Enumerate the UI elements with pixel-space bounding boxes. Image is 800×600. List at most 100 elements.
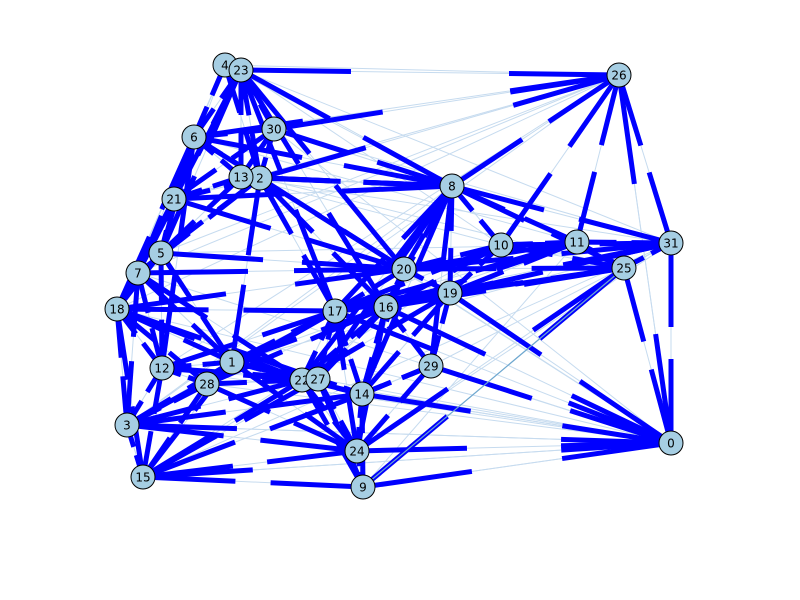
edge-stub-21-20 bbox=[173, 196, 272, 231]
edge-stub-10-26 bbox=[498, 172, 553, 247]
node-label: 11 bbox=[569, 236, 584, 250]
edge-stub-15-14 bbox=[142, 439, 236, 480]
edge-stub-26-0 bbox=[616, 74, 637, 185]
node-circle bbox=[125, 260, 151, 286]
node-26: 26 bbox=[606, 62, 632, 88]
node-label: 28 bbox=[199, 378, 214, 392]
node-label: 30 bbox=[266, 123, 281, 137]
node-label: 25 bbox=[616, 262, 631, 276]
edge-stub-8-14 bbox=[411, 185, 455, 275]
edge-stub-8-31 bbox=[451, 183, 545, 213]
edge-stub-24-0 bbox=[356, 445, 468, 454]
edge-stub-20-18 bbox=[294, 266, 405, 287]
node-18: 18 bbox=[104, 296, 130, 322]
edge-stub-14-15 bbox=[269, 391, 363, 432]
node-label: 0 bbox=[667, 437, 675, 451]
node-circle bbox=[564, 229, 590, 255]
node-circle bbox=[261, 116, 287, 142]
edge-stub-26-23 bbox=[508, 71, 620, 78]
node-circle bbox=[228, 57, 254, 83]
node-17: 17 bbox=[322, 298, 348, 324]
node-label: 27 bbox=[310, 373, 325, 387]
edge-stub-7-20 bbox=[137, 268, 249, 276]
edge-stub-8-25 bbox=[450, 183, 526, 223]
edge-stub-9-15 bbox=[270, 480, 364, 490]
node-circle bbox=[322, 298, 348, 324]
node-circle bbox=[488, 232, 514, 258]
edge-stub-7-22 bbox=[136, 270, 209, 321]
node-10: 10 bbox=[488, 232, 514, 258]
edge-stub-8-27 bbox=[393, 184, 455, 269]
highlight-edges-layer bbox=[362, 267, 625, 488]
edge-stub-22-15 bbox=[233, 377, 304, 423]
node-circle bbox=[350, 474, 376, 500]
edge-stub-2-16 bbox=[258, 176, 315, 234]
node-1: 1 bbox=[219, 349, 245, 375]
edge-stub-8-26 bbox=[450, 137, 524, 189]
node-label: 5 bbox=[157, 247, 165, 261]
edge-stub-8-13 bbox=[363, 179, 453, 189]
node-circle bbox=[418, 353, 444, 379]
edge-stub-2-1 bbox=[245, 177, 263, 256]
node-circle bbox=[305, 366, 331, 392]
node-label: 19 bbox=[442, 287, 457, 301]
node-3: 3 bbox=[114, 412, 140, 438]
edge-stub-22-8 bbox=[300, 296, 367, 382]
node-14: 14 bbox=[349, 381, 375, 407]
highlight-edge-9-25 bbox=[362, 267, 625, 488]
edge-stub-8-29 bbox=[440, 185, 455, 262]
node-5: 5 bbox=[148, 240, 174, 266]
node-28: 28 bbox=[194, 371, 220, 397]
edge-stub-24-25 bbox=[355, 386, 450, 454]
edge-stub-23-16 bbox=[238, 68, 301, 166]
node-label: 12 bbox=[154, 362, 169, 376]
node-label: 18 bbox=[109, 303, 124, 317]
node-circle bbox=[194, 371, 220, 397]
edge-stub-14-0 bbox=[361, 391, 472, 414]
node-23: 23 bbox=[228, 57, 254, 83]
edge-stub-23-26 bbox=[240, 67, 352, 74]
node-label: 15 bbox=[135, 471, 150, 485]
node-circle bbox=[219, 349, 245, 375]
node-16: 16 bbox=[373, 294, 399, 320]
node-circle bbox=[114, 412, 140, 438]
node-label: 23 bbox=[233, 64, 248, 78]
edge-stub-23-8 bbox=[239, 67, 331, 121]
node-label: 24 bbox=[349, 445, 364, 459]
node-11: 11 bbox=[564, 229, 590, 255]
node-12: 12 bbox=[149, 355, 175, 381]
node-label: 21 bbox=[166, 193, 181, 207]
node-label: 1 bbox=[228, 356, 236, 370]
node-31: 31 bbox=[658, 230, 684, 256]
node-9: 9 bbox=[350, 474, 376, 500]
node-30: 30 bbox=[261, 116, 287, 142]
edge-stub-20-23 bbox=[333, 183, 406, 271]
node-label: 7 bbox=[134, 267, 142, 281]
node-circle bbox=[130, 464, 156, 490]
node-circle bbox=[373, 294, 399, 320]
node-circle bbox=[181, 124, 207, 150]
node-circle bbox=[391, 256, 417, 282]
edge-stub-0-19 bbox=[578, 379, 673, 446]
node-2: 2 bbox=[247, 165, 273, 191]
node-label: 9 bbox=[359, 481, 367, 495]
node-0: 0 bbox=[658, 430, 684, 456]
node-label: 29 bbox=[423, 360, 438, 374]
node-circle bbox=[149, 355, 175, 381]
edge-stub-22-3 bbox=[227, 377, 303, 402]
node-label: 6 bbox=[190, 131, 198, 145]
edge-stub-8-30 bbox=[376, 159, 453, 189]
edge-stub-20-21 bbox=[306, 237, 405, 272]
node-24: 24 bbox=[344, 438, 370, 464]
node-19: 19 bbox=[437, 280, 463, 306]
node-label: 8 bbox=[448, 180, 456, 194]
node-label: 2 bbox=[256, 172, 264, 186]
node-21: 21 bbox=[161, 186, 187, 212]
node-8: 8 bbox=[439, 173, 465, 199]
edge-stub-26-6 bbox=[509, 72, 620, 94]
edge-stub-3-14 bbox=[126, 409, 227, 428]
edge-stub-15-9 bbox=[142, 474, 236, 484]
edge-3-8 bbox=[126, 185, 453, 426]
node-circle bbox=[349, 381, 375, 407]
